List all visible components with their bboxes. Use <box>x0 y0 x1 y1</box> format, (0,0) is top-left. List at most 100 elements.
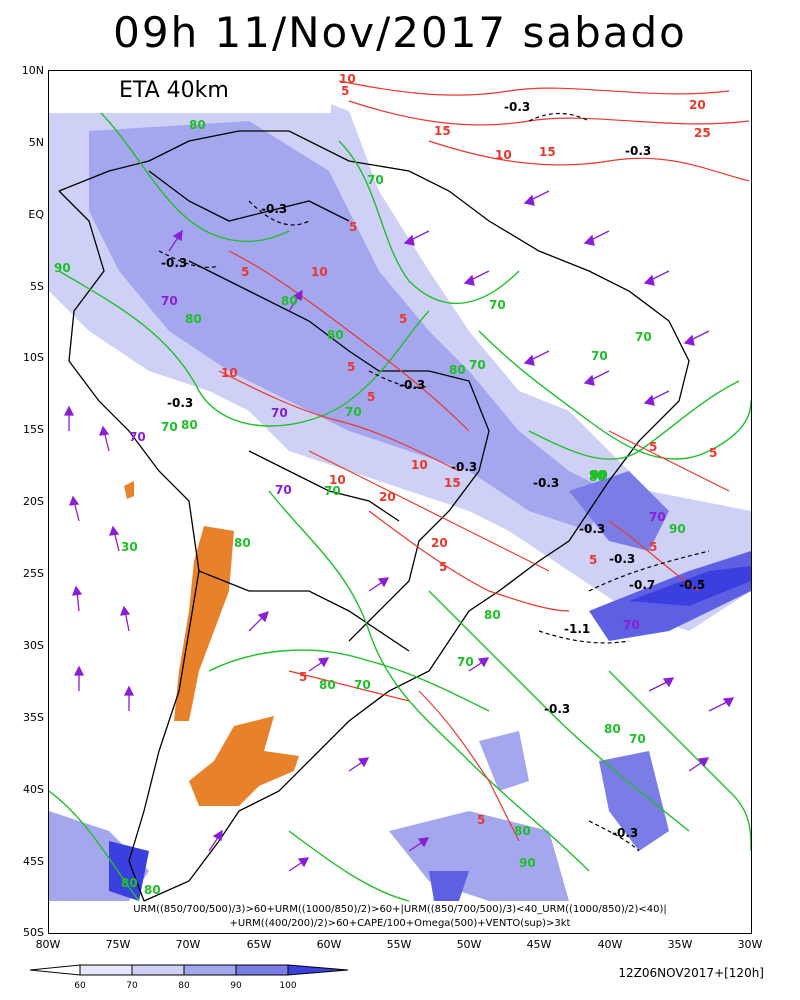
wind-arrow <box>648 677 675 692</box>
wind-arrow <box>109 525 120 552</box>
omega-contour-label: -0.3 <box>451 460 477 474</box>
green-contour-label: 80 <box>234 536 251 550</box>
wind-arrow <box>463 270 490 286</box>
omega-contour-label: -1.1 <box>564 622 590 636</box>
shade-region <box>89 121 609 531</box>
green-contour <box>268 490 590 872</box>
lon-label: 65W <box>246 938 272 951</box>
wind-arrow <box>288 289 303 312</box>
red-contour-label: 10 <box>329 473 346 487</box>
red-contour-label: 10 <box>339 72 356 86</box>
green-contour-label: 80 <box>189 118 206 132</box>
wind-arrow <box>643 270 670 286</box>
lat-label: 25S <box>23 567 44 580</box>
vector-contour-label: 70 <box>161 294 178 308</box>
wind-arrow <box>99 425 110 452</box>
shade-region <box>599 751 669 851</box>
omega-contour-label: -0.3 <box>167 396 193 410</box>
vector-contour-label: 70 <box>271 406 288 420</box>
lat-label: 35S <box>23 711 44 724</box>
green-contour-label: 80 <box>319 678 336 692</box>
legend-value: 60 <box>74 981 86 991</box>
lon-label: 30W <box>737 938 763 951</box>
green-contour-label: 70 <box>324 484 341 498</box>
green-contour-label: 70 <box>591 349 608 363</box>
green-contour-label: 70 <box>469 358 486 372</box>
wind-arrow <box>583 370 610 386</box>
lon-label: 80W <box>35 938 61 951</box>
red-contour-label: 15 <box>444 476 461 490</box>
red-contour-label: 5 <box>709 446 717 460</box>
wind-arrow <box>688 757 710 772</box>
green-contour-label: 70 <box>629 732 646 746</box>
green-contour-label: 80 <box>121 876 138 890</box>
legend-swatch <box>183 964 237 976</box>
green-contour-label: 80 <box>327 328 344 342</box>
green-contour <box>528 380 740 460</box>
red-contour-label: 5 <box>347 360 355 374</box>
green-contour-label: 70 <box>161 420 178 434</box>
omega-contour <box>158 250 220 268</box>
omega-contour <box>248 200 310 226</box>
caption-line-1: URM((850/700/500)/3)>60+URM((1000/850)/2… <box>50 904 750 915</box>
lon-label: 75W <box>105 938 131 951</box>
wind-arrow <box>643 390 670 406</box>
red-contour-label: 15 <box>434 124 451 138</box>
map-graphics: 80 70 80 80 90 70 80 70 80 70 70 70 90 8… <box>49 72 751 902</box>
wind-vectors <box>63 190 735 872</box>
lat-label: 20S <box>23 495 44 508</box>
red-contour <box>418 690 520 842</box>
green-contour-label: 90 <box>589 468 606 482</box>
omega-contour <box>368 370 430 388</box>
red-contour-label: 5 <box>349 220 357 234</box>
shade-region <box>629 566 751 606</box>
lon-label: 70W <box>175 938 201 951</box>
omega-contour-label: -0.3 <box>579 522 605 536</box>
red-contour-label: 5 <box>399 312 407 326</box>
green-contour <box>288 830 410 902</box>
red-contour <box>428 140 750 182</box>
vector-contour-label: 70 <box>623 618 640 632</box>
green-contour-label: 80 <box>144 883 161 897</box>
legend-swatch <box>235 964 289 976</box>
omega-contour-label: -0.3 <box>161 256 187 270</box>
wind-arrow <box>403 230 430 246</box>
omega-contour-label: -0.3 <box>399 378 425 392</box>
red-contour <box>308 450 550 572</box>
run-timestamp: 12Z06NOV2017+[120h] <box>618 966 764 980</box>
green-contour-label: 70 <box>635 330 652 344</box>
wind-arrow <box>583 230 610 246</box>
red-contour <box>218 370 460 472</box>
cape-region <box>189 716 299 806</box>
green-contour <box>478 330 751 460</box>
red-contour-label: 20 <box>379 490 396 504</box>
red-contour-label: 20 <box>689 98 706 112</box>
green-contour-label: 70 <box>489 298 506 312</box>
wind-arrow <box>308 657 330 672</box>
wind-arrow <box>288 857 310 872</box>
green-contour-label: 80 <box>281 294 298 308</box>
green-contour-label: 80 <box>185 312 202 326</box>
omega-contour-label: -0.3 <box>261 202 287 216</box>
green-contour-label: 80 <box>484 608 501 622</box>
green-contour-label: 70 <box>457 655 474 669</box>
omega-contour-label: -0.7 <box>629 578 655 592</box>
green-contour-label: 70 <box>354 678 371 692</box>
omega-contour <box>588 550 710 592</box>
wind-arrow <box>348 757 370 772</box>
omega-contour-label: -0.5 <box>679 578 705 592</box>
red-contour-label: 5 <box>241 265 249 279</box>
green-contour-label: 80 <box>604 722 621 736</box>
green-contour-label: 80 <box>514 824 531 838</box>
wind-arrow <box>73 665 85 691</box>
humidity-shading <box>49 81 751 901</box>
green-contour-label: 90 <box>591 468 608 482</box>
red-contour-label: 5 <box>649 440 657 454</box>
red-contour <box>228 250 470 432</box>
wind-arrow <box>120 605 131 632</box>
country-border <box>188 260 490 642</box>
lat-label: 5N <box>28 136 44 149</box>
green-contour-label: 90 <box>669 522 686 536</box>
shade-region <box>479 731 529 791</box>
coastlines <box>58 130 690 902</box>
